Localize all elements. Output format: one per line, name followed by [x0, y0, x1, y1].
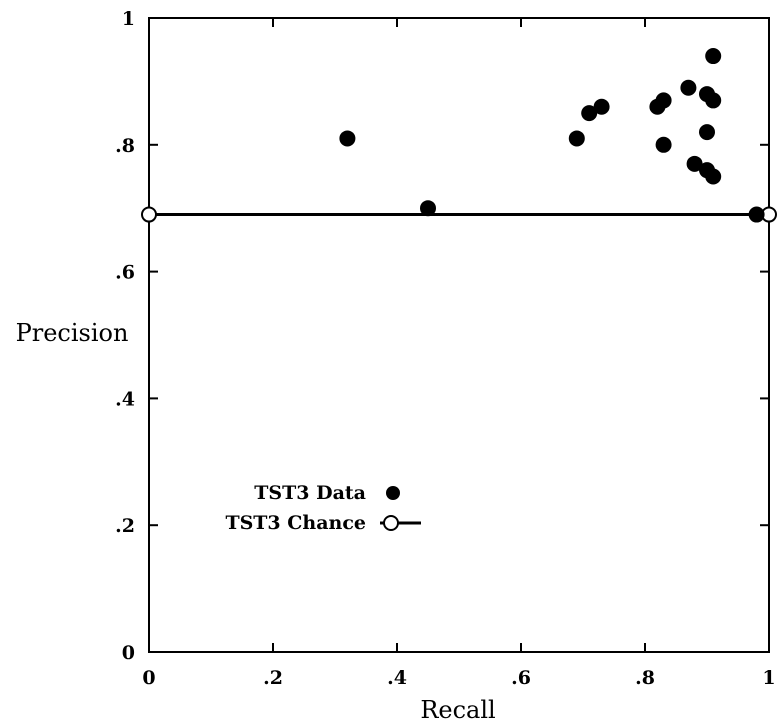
data-point	[593, 98, 610, 115]
data-point	[686, 155, 703, 172]
y-tick-label: .4	[115, 388, 135, 410]
data-point	[339, 130, 356, 147]
legend-marker-chance	[383, 515, 399, 531]
data-point	[568, 130, 585, 147]
data-point	[705, 168, 722, 185]
legend: TST3 Data TST3 Chance	[225, 482, 421, 534]
data-point	[705, 48, 722, 65]
legend-label-chance: TST3 Chance	[225, 512, 366, 534]
x-tick-label: 1	[762, 667, 775, 689]
data-point	[581, 105, 598, 122]
data-point	[748, 206, 765, 223]
data-point	[420, 200, 436, 217]
x-tick-label: .4	[387, 667, 407, 689]
y-axis-label: Precision	[16, 319, 129, 347]
data-point	[680, 79, 697, 96]
x-tick-label: 0	[142, 667, 155, 689]
data-point	[655, 136, 672, 153]
x-tick-label: .6	[511, 667, 531, 689]
plot-frame-group	[148, 17, 770, 653]
y-tick-label: 1	[122, 8, 135, 30]
chance-series-group	[141, 206, 777, 223]
y-tick-label: .8	[115, 135, 135, 157]
legend-marker-data	[386, 486, 400, 500]
y-tick-label: 0	[122, 642, 135, 664]
chance-point	[141, 206, 157, 223]
data-series-group	[339, 48, 765, 223]
x-axis-label: Recall	[420, 696, 495, 724]
plot-frame	[148, 17, 770, 653]
ticks-group: 0 .2 .4 .6 .8 1 0 .2 .4 .6 .8 1	[115, 8, 775, 689]
x-tick-label: .2	[263, 667, 283, 689]
data-point	[699, 124, 715, 141]
y-tick-label: .6	[115, 262, 135, 284]
data-point	[705, 92, 722, 109]
x-tick-label: .8	[635, 667, 655, 689]
legend-label-data: TST3 Data	[254, 482, 366, 504]
y-tick-label: .2	[115, 515, 135, 537]
data-point	[655, 92, 672, 109]
